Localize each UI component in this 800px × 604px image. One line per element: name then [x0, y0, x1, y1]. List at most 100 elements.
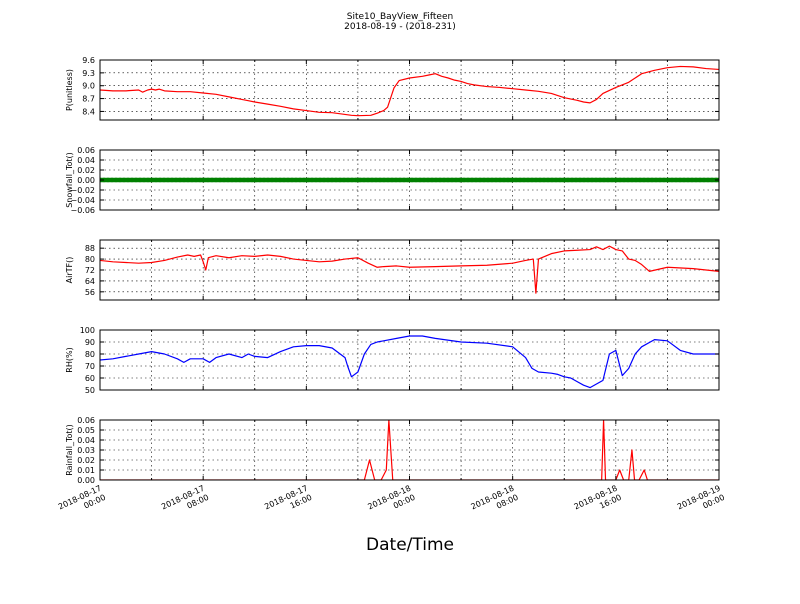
data-point — [345, 177, 351, 183]
data-point — [273, 177, 279, 183]
y-tick-label: 90 — [85, 338, 95, 347]
data-point — [181, 177, 187, 183]
panel-data — [100, 65, 719, 117]
data-point — [465, 177, 471, 183]
y-tick-label: −0.04 — [70, 196, 95, 205]
data-point — [397, 177, 403, 183]
panel-5: 0.000.010.020.030.040.050.06Rainfall_Tot… — [65, 416, 720, 485]
data-point — [437, 177, 443, 183]
data-point — [265, 177, 271, 183]
y-tick-label: 9.0 — [82, 82, 95, 91]
data-point — [337, 177, 343, 183]
y-tick-label: 50 — [85, 386, 95, 395]
data-point — [325, 177, 331, 183]
data-point — [245, 177, 251, 183]
data-point — [489, 177, 495, 183]
data-point — [441, 177, 447, 183]
data-point — [349, 177, 355, 183]
data-point — [593, 177, 599, 183]
data-point — [145, 177, 151, 183]
data-point — [405, 177, 411, 183]
data-point — [237, 177, 243, 183]
data-point — [173, 177, 179, 183]
series-line — [100, 335, 719, 389]
data-point — [389, 177, 395, 183]
data-point — [305, 177, 311, 183]
series-line — [100, 420, 719, 480]
data-point — [221, 177, 227, 183]
data-point — [149, 177, 155, 183]
data-point — [285, 177, 291, 183]
data-point — [281, 177, 287, 183]
x-tick-label: 2018-08-1900:00 — [676, 484, 726, 521]
data-point — [629, 177, 635, 183]
data-point — [385, 177, 391, 183]
data-point — [117, 177, 123, 183]
x-tick-label: 2018-08-1700:00 — [57, 484, 107, 521]
data-point — [501, 177, 507, 183]
y-axis-label: Snowfall_Tot() — [65, 152, 74, 208]
y-tick-label: 0.06 — [77, 416, 95, 425]
data-point — [609, 177, 615, 183]
data-point — [277, 177, 283, 183]
data-point — [433, 177, 439, 183]
data-point — [253, 177, 259, 183]
data-point — [485, 177, 491, 183]
data-point — [185, 177, 191, 183]
data-point — [313, 177, 319, 183]
data-point — [165, 177, 171, 183]
data-point — [333, 177, 339, 183]
data-point — [133, 177, 139, 183]
data-point — [401, 177, 407, 183]
panel-data — [100, 177, 719, 183]
y-tick-label: 0.04 — [77, 436, 95, 445]
data-point — [261, 177, 267, 183]
y-tick-label: 0.01 — [77, 466, 95, 475]
y-tick-label: 9.3 — [82, 69, 95, 78]
data-point — [653, 177, 659, 183]
y-tick-label: 70 — [85, 362, 95, 371]
data-point — [189, 177, 195, 183]
data-point — [141, 177, 147, 183]
data-point — [477, 177, 483, 183]
data-point — [581, 177, 587, 183]
data-point — [481, 177, 487, 183]
data-point — [233, 177, 239, 183]
data-point — [509, 177, 515, 183]
data-point — [309, 177, 315, 183]
data-point — [453, 177, 459, 183]
data-point — [549, 177, 555, 183]
data-point — [361, 177, 367, 183]
y-tick-label: 0.03 — [77, 446, 95, 455]
data-point — [317, 177, 323, 183]
x-axis-label: Date/Time — [366, 535, 454, 555]
data-point — [213, 177, 219, 183]
data-point — [469, 177, 475, 183]
x-tick-label: 2018-08-1708:00 — [160, 484, 210, 521]
y-tick-label: 64 — [85, 277, 95, 286]
panel-3: 56 64 72 80 88 AirTF() — [65, 239, 720, 301]
data-point — [109, 177, 115, 183]
data-point — [381, 177, 387, 183]
y-axis-label: AirTF() — [65, 257, 74, 284]
data-point — [357, 177, 363, 183]
data-point — [209, 177, 215, 183]
data-point — [493, 177, 499, 183]
data-point — [545, 177, 551, 183]
data-point — [201, 177, 207, 183]
data-point — [605, 177, 611, 183]
data-point — [577, 177, 583, 183]
data-point — [393, 177, 399, 183]
data-point — [329, 177, 335, 183]
data-point — [457, 177, 463, 183]
data-point — [597, 177, 603, 183]
data-point — [537, 177, 543, 183]
panel-data — [100, 420, 719, 480]
data-point — [697, 177, 703, 183]
data-point — [709, 177, 715, 183]
data-point — [553, 177, 559, 183]
data-point — [557, 177, 563, 183]
data-point — [413, 177, 419, 183]
y-tick-label: 56 — [85, 288, 95, 297]
data-point — [661, 177, 667, 183]
